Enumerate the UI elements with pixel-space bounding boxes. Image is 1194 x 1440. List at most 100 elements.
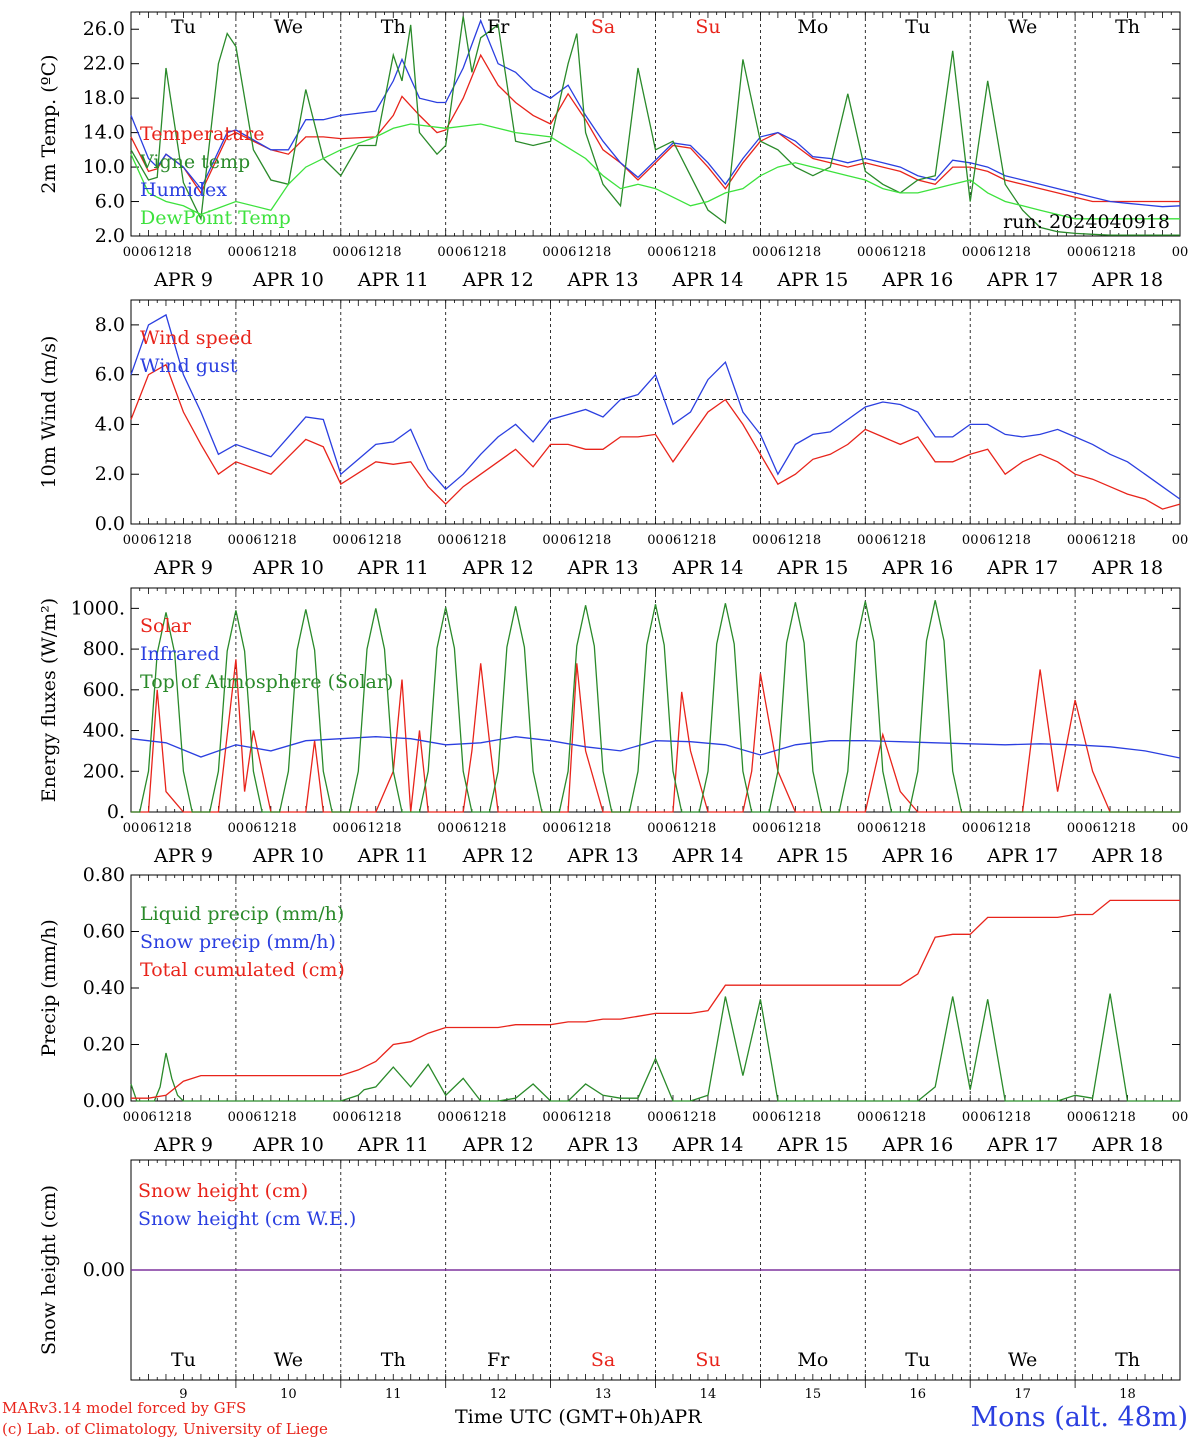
hour-tick-label: 12: [577, 533, 594, 548]
hour-tick-label: 18: [805, 533, 822, 548]
y-tick-label: 10.0: [83, 156, 125, 178]
hour-tick-label: 12: [682, 245, 699, 260]
hour-tick-label: 18: [1119, 533, 1136, 548]
panel-4: 0.00 0.20 0.40 0.60 0.80 Precip (mm/h) Liquid …: [38, 864, 1188, 1156]
hour-tick-label: 18: [385, 821, 402, 836]
weekday-label: Su: [695, 16, 720, 38]
date-label: APR 11: [357, 845, 429, 867]
plot-frame: [130, 11, 1181, 237]
weekday-label: Fr: [487, 1349, 510, 1371]
hour-tick-label: 00: [333, 245, 350, 260]
hour-tick-label: 18: [280, 245, 297, 260]
date-label: APR 17: [986, 1134, 1058, 1156]
y-tick-label: 2.0: [95, 463, 125, 485]
hour-tick-label: 12: [997, 533, 1014, 548]
date-label: APR 9: [153, 1134, 213, 1156]
date-label: APR 16: [881, 269, 953, 291]
date-label: APR 9: [153, 269, 213, 291]
hour-tick-label: 00: [542, 245, 559, 260]
hour-tick-label: 12: [1102, 533, 1119, 548]
date-label: APR 13: [567, 845, 639, 867]
date-label: APR 12: [462, 269, 534, 291]
date-label: APR 13: [567, 269, 639, 291]
hour-tick-label: 06: [350, 821, 367, 836]
hour-tick-label: 12: [997, 245, 1014, 260]
y-axis-label: Energy fluxes (W/m²): [38, 598, 60, 802]
weekday-label: Tu: [171, 16, 196, 38]
hour-tick-label: 18: [385, 1110, 402, 1125]
hour-tick-label: 18: [1014, 245, 1031, 260]
hour-tick-label: 18: [175, 245, 192, 260]
hour-tick-label: 12: [997, 1110, 1014, 1125]
weekday-label: We: [1008, 16, 1037, 38]
y-tick-label: 6.0: [95, 364, 125, 386]
hour-tick-label: 06: [770, 821, 787, 836]
y-tick-label: 600.: [83, 679, 125, 701]
date-label: APR 12: [462, 845, 534, 867]
date-label: APR 14: [671, 845, 743, 867]
hour-tick-label: 06: [140, 245, 157, 260]
legend-entry: Infrared: [140, 643, 220, 665]
hour-tick-label: 00: [1067, 821, 1084, 836]
date-label: APR 16: [881, 1134, 953, 1156]
weekday-label: Th: [381, 1349, 406, 1371]
date-label: APR 13: [567, 557, 639, 579]
date-label: APR 11: [357, 557, 429, 579]
hour-tick-label: 00: [1172, 1110, 1189, 1125]
hour-tick-label: 00: [1067, 245, 1084, 260]
hour-tick-label: 00: [1067, 1110, 1084, 1125]
hour-tick-label: 06: [875, 1110, 892, 1125]
weekday-label: Sa: [591, 16, 615, 38]
hour-tick-label: 06: [1084, 245, 1101, 260]
hour-tick-label: 18: [700, 1110, 717, 1125]
series-line: [130, 18, 1181, 208]
weekday-label: Th: [1115, 16, 1140, 38]
hour-tick-label: 18: [805, 1110, 822, 1125]
hour-tick-label: 12: [787, 1110, 804, 1125]
legend-entry: Liquid precip (mm/h): [140, 903, 344, 925]
hour-tick-label: 00: [962, 1110, 979, 1125]
hour-tick-label: 12: [367, 821, 384, 836]
legend-entry: Wind gust: [140, 355, 238, 377]
hour-tick-label: 06: [455, 533, 472, 548]
weekday-label: Fr: [487, 16, 510, 38]
station-label: Mons (alt. 48m): [970, 1402, 1188, 1433]
hour-tick-label: 18: [385, 245, 402, 260]
hour-tick-label: 00: [228, 533, 245, 548]
hour-tick-label: 06: [245, 245, 262, 260]
hour-tick-label: 06: [979, 1110, 996, 1125]
day-number-label: 13: [595, 1387, 612, 1402]
hour-tick-label: 12: [1102, 245, 1119, 260]
hour-tick-label: 06: [560, 245, 577, 260]
hour-tick-label: 12: [472, 245, 489, 260]
hour-tick-label: 00: [228, 245, 245, 260]
y-tick-label: 2.0: [95, 225, 125, 247]
hour-tick-label: 06: [350, 533, 367, 548]
day-number-label: 10: [280, 1387, 297, 1402]
hour-tick-label: 18: [280, 1110, 297, 1125]
hour-tick-label: 06: [979, 821, 996, 836]
day-number-label: 18: [1119, 1387, 1136, 1402]
y-tick-label: 14.0: [83, 122, 125, 144]
weekday-label: Tu: [905, 16, 930, 38]
y-tick-label: 8.0: [95, 314, 125, 336]
hour-tick-label: 06: [455, 245, 472, 260]
hour-tick-label: 18: [490, 821, 507, 836]
date-label: APR 18: [1091, 557, 1163, 579]
hour-tick-label: 12: [472, 1110, 489, 1125]
date-label: APR 14: [671, 557, 743, 579]
hour-tick-label: 18: [700, 533, 717, 548]
hour-tick-label: 00: [1172, 245, 1189, 260]
hour-tick-label: 12: [263, 533, 280, 548]
hour-tick-label: 12: [367, 533, 384, 548]
date-label: APR 17: [986, 269, 1058, 291]
hour-tick-label: 18: [1014, 821, 1031, 836]
hour-tick-label: 06: [770, 533, 787, 548]
hour-tick-label: 12: [472, 533, 489, 548]
hour-tick-label: 12: [892, 821, 909, 836]
hour-tick-label: 18: [700, 821, 717, 836]
hour-tick-label: 00: [857, 533, 874, 548]
hour-tick-label: 12: [892, 533, 909, 548]
hour-tick-label: 18: [280, 533, 297, 548]
